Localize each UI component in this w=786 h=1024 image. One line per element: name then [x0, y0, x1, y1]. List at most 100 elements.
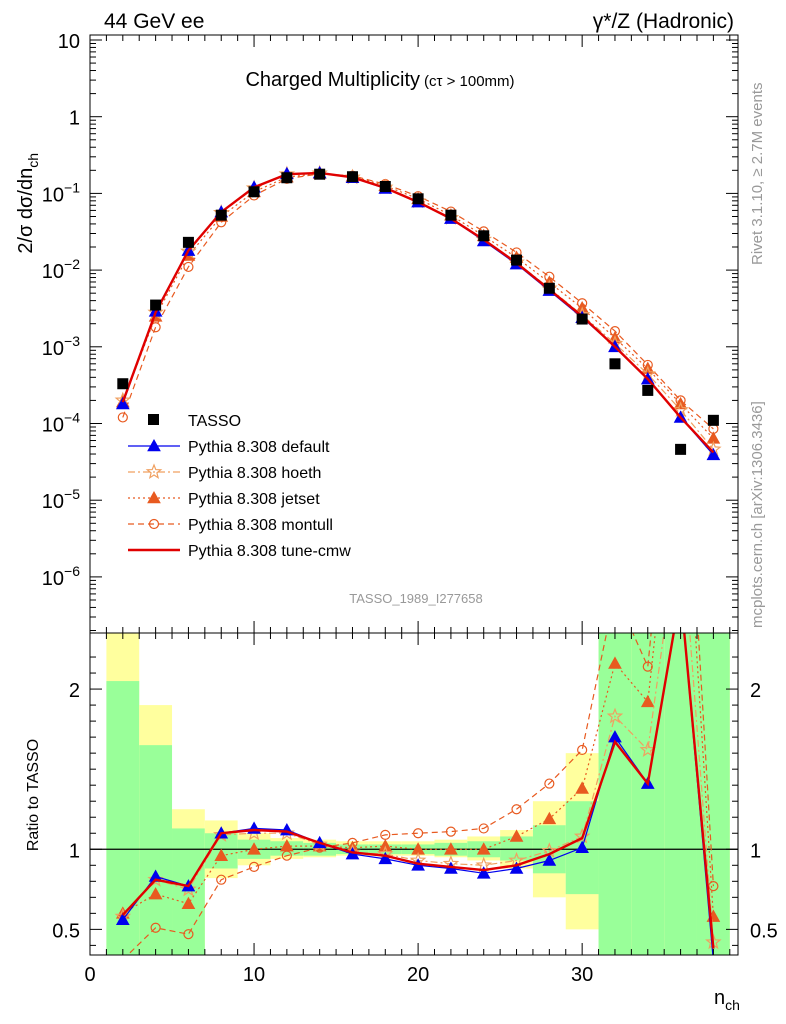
ratio-point-jetset — [214, 848, 229, 861]
ratio-band-green — [598, 633, 632, 955]
y-tick-label-exponent: −3 — [64, 333, 80, 349]
x-tick-label: 10 — [243, 964, 265, 986]
legend-marker — [145, 463, 163, 480]
ratio-y-tick-label-right: 0.5 — [750, 920, 778, 942]
ratio-point-default — [476, 866, 491, 879]
data-point — [248, 186, 260, 198]
data-point — [707, 414, 719, 426]
data-point — [117, 378, 129, 390]
plot-title: Charged Multiplicity — [245, 69, 420, 91]
ratio-point-montull — [445, 826, 457, 837]
x-axis-label: nch — [714, 987, 740, 1013]
y-tick-label-base: 1 — [69, 108, 80, 130]
data-point — [675, 443, 687, 455]
x-axis-label-sub: ch — [725, 997, 740, 1013]
ratio-point-montull — [216, 874, 227, 885]
ratio-point-default — [575, 840, 590, 853]
legend-label: Pythia 8.308 montull — [188, 517, 333, 534]
y-tick-label: 10−6 — [42, 563, 80, 590]
ratio-axes: 0.5 0.51 12 20 10 20 30 — [52, 633, 778, 986]
y-tick-label-base: 10 — [42, 491, 64, 513]
ratio-point-jetset — [247, 842, 261, 855]
ratio-band-green — [631, 633, 665, 955]
ratio-point-montull — [413, 828, 424, 839]
legend-label: Pythia 8.308 hoeth — [188, 465, 321, 482]
series-point-3 — [183, 261, 194, 273]
legend-label: Pythia 8.308 jetset — [188, 491, 320, 508]
ratio-panel: 0.5 0.51 12 20 10 20 30 Ratio to TASSO nch — [25, 632, 778, 1013]
data-point — [609, 358, 621, 370]
legend: TASSO Pythia 8.308 default Pythia 8.308 ho… — [128, 413, 351, 560]
ratio-point-jetset — [575, 781, 590, 794]
y-tick-label-exponent: −2 — [64, 256, 80, 272]
ratio-point-montull — [150, 922, 161, 933]
ratio-point-jetset — [181, 896, 196, 910]
ratio-point-montull — [478, 823, 489, 834]
legend-marker — [147, 490, 161, 504]
data-point — [182, 236, 194, 248]
main-y-label-sub: ch — [25, 153, 41, 168]
data-point — [379, 181, 391, 193]
data-point — [346, 171, 358, 183]
x-axis-label-text: n — [714, 987, 725, 1009]
main-plot-area — [114, 164, 722, 461]
legend-label: Pythia 8.308 tune-cmw — [188, 543, 351, 560]
rivet-version-note: Rivet 3.1.10, ≥ 2.7M events — [749, 83, 766, 266]
y-tick-label: 10−2 — [42, 256, 80, 283]
ratio-point-hoeth — [573, 827, 591, 844]
ratio-point-montull — [577, 744, 588, 756]
y-tick-label-exponent: −4 — [64, 410, 80, 426]
ratio-point-montull — [183, 929, 194, 940]
y-tick-label: 10−3 — [42, 333, 80, 360]
main-y-label-text: 2/σ dσ/dn — [15, 168, 37, 254]
data-point — [281, 172, 293, 184]
y-tick-label: 10−4 — [42, 410, 80, 437]
data-point — [642, 384, 654, 396]
ratio-point-jetset — [476, 842, 491, 855]
x-tick-label: 30 — [571, 964, 593, 986]
y-tick-label: 10−5 — [42, 486, 80, 513]
x-tick-label: 20 — [407, 964, 429, 986]
y-tick-label: 10 — [58, 31, 80, 53]
ratio-band-green — [696, 633, 730, 955]
data-point — [511, 254, 523, 266]
main-y-label: 2/σ dσ/dnch — [15, 153, 41, 254]
ratio-point-hoeth — [180, 880, 197, 897]
series-point-0 — [706, 447, 721, 461]
ratio-line-montull — [126, 633, 714, 955]
legend-label: Pythia 8.308 default — [188, 439, 330, 456]
y-tick-label-base: 10 — [58, 31, 80, 53]
legend-marker-data — [148, 414, 159, 425]
series-point-3 — [117, 412, 128, 423]
ratio-point-jetset — [640, 694, 655, 708]
ratio-band-green — [664, 633, 697, 955]
ratio-point-jetset — [542, 811, 557, 825]
data-point — [215, 209, 227, 221]
data-point — [478, 230, 490, 242]
y-tick-label-base: 10 — [42, 184, 64, 206]
plot-title-note: (cτ > 100mm) — [424, 73, 515, 90]
ratio-plot-area — [90, 633, 738, 955]
ratio-point-jetset — [148, 887, 163, 900]
y-tick-label: 10−1 — [42, 179, 80, 206]
y-tick-label-base: 10 — [42, 338, 64, 360]
y-tick-label-exponent: −6 — [64, 563, 80, 579]
series-point-0 — [115, 396, 130, 410]
y-tick-label: 1 — [69, 108, 80, 130]
y-tick-label-base: 10 — [42, 261, 64, 283]
y-tick-label-exponent: −5 — [64, 486, 80, 502]
ratio-point-montull — [642, 661, 653, 672]
ratio-point-hoeth — [606, 707, 624, 724]
ratio-band-green — [139, 745, 173, 955]
ratio-y-tick-label-right: 1 — [750, 840, 761, 862]
data-point — [445, 209, 457, 221]
ratio-point-default — [542, 853, 557, 866]
ratio-point-jetset — [280, 839, 294, 852]
data-point — [412, 193, 424, 205]
header-energy: 44 GeV ee — [104, 10, 204, 33]
ratio-line-cmw — [121, 633, 715, 949]
ratio-y-tick-label: 1 — [69, 840, 80, 862]
ratio-y-label: Ratio to TASSO — [25, 739, 42, 851]
